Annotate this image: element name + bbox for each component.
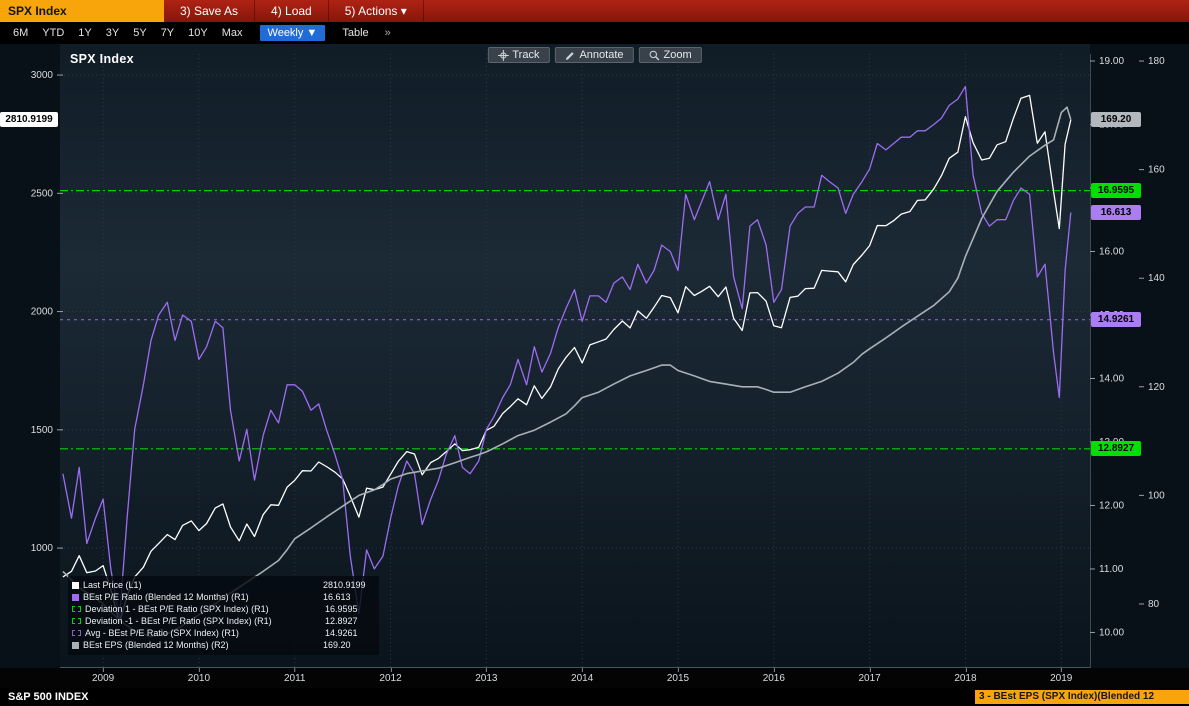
left-axis-tick-label: 1500 <box>31 425 54 436</box>
legend-swatch-best-pe <box>72 593 79 601</box>
r1-axis-tick-label: 14.00 <box>1099 373 1124 384</box>
legend-value: 2810.9199 <box>323 580 366 590</box>
menu-actions[interactable]: 5) Actions ▾ <box>329 0 424 22</box>
status-security-name: S&P 500 INDEX <box>8 691 89 703</box>
legend-swatch-avg-pe <box>72 630 81 636</box>
chart-legend: Last Price (L1) 2810.9199 BEst P/E Ratio… <box>68 576 379 655</box>
r1-axis-tick-label: 16.00 <box>1099 246 1124 257</box>
r1-axis-tick-label: 11.00 <box>1099 564 1124 575</box>
legend-label: BEst P/E Ratio (Blended 12 Months) (R1) <box>83 592 249 602</box>
range-button-7y[interactable]: 7Y <box>160 27 175 39</box>
range-button-10y[interactable]: 10Y <box>188 27 208 39</box>
legend-row-deviation-minus1[interactable]: Deviation -1 - BEst P/E Ratio (SPX Index… <box>72 615 374 627</box>
legend-label: BEst EPS (Blended 12 Months) (R2) <box>83 640 229 650</box>
x-axis-year-label: 2011 <box>283 668 306 684</box>
axis-value-box: 12.8927 <box>1091 441 1141 457</box>
legend-value: 16.613 <box>323 592 351 602</box>
menu-save-as[interactable]: 3) Save As <box>164 0 256 22</box>
r1-axis-tick-label: 12.00 <box>1099 500 1124 511</box>
x-axis-year-label: 2019 <box>1050 668 1073 684</box>
legend-swatch-last-price <box>72 581 79 589</box>
legend-row-deviation-plus1[interactable]: Deviation 1 - BEst P/E Ratio (SPX Index)… <box>72 603 374 615</box>
x-axis-year-label: 2015 <box>666 668 690 684</box>
series-best-pe-ratio <box>62 85 1072 621</box>
legend-label: Deviation 1 - BEst P/E Ratio (SPX Index)… <box>85 604 269 614</box>
legend-value: 169.20 <box>323 640 351 650</box>
chart-title: SPX Index <box>70 52 134 66</box>
x-axis-year-label: 2018 <box>954 668 977 684</box>
legend-label: Last Price (L1) <box>83 580 142 590</box>
legend-swatch-deviation-minus1 <box>72 618 81 624</box>
r1-axis-tick-label: 10.00 <box>1099 627 1124 638</box>
zoom-button-label: Zoom <box>663 49 692 61</box>
x-axis-year-label: 2013 <box>475 668 498 684</box>
r2-axis-tick-label: 100 <box>1148 490 1165 501</box>
plot-background <box>60 44 1090 668</box>
chart-area: 3000250020001500100019.0018.0017.0016.00… <box>0 44 1189 668</box>
ticker-field[interactable]: SPX Index <box>0 0 164 22</box>
window-title-bar: SPX Index 3) Save As 4) Load 5) Actions … <box>0 0 1189 22</box>
legend-row-best-eps[interactable]: BEst EPS (Blended 12 Months) (R2) 169.20 <box>72 639 374 651</box>
menu-load[interactable]: 4) Load <box>255 0 329 22</box>
axis-value-box: 2810.9199 <box>0 112 58 128</box>
status-field-selector[interactable]: 3 - BEst EPS (SPX Index)(Blended 12 <box>975 690 1189 704</box>
r2-axis-tick-label: 180 <box>1148 56 1165 67</box>
x-axis-year-label: 2012 <box>379 668 402 684</box>
table-button[interactable]: Table <box>342 27 369 39</box>
series-last-price <box>62 94 1072 624</box>
x-axis-year-label: 2009 <box>91 668 115 684</box>
track-crosshair-icon <box>497 49 509 61</box>
toolbar-more-button[interactable]: » <box>384 27 391 39</box>
range-button-max[interactable]: Max <box>221 27 243 39</box>
axis-value-box: 16.613 <box>1091 205 1141 221</box>
legend-row-best-pe[interactable]: BEst P/E Ratio (Blended 12 Months) (R1) … <box>72 591 374 603</box>
r2-axis-tick-label: 120 <box>1148 382 1165 393</box>
legend-value: 14.9261 <box>325 628 358 638</box>
legend-value: 16.9595 <box>325 604 358 614</box>
r1-axis-tick-label: 19.00 <box>1099 56 1124 67</box>
axis-value-box: 169.20 <box>1091 112 1141 128</box>
zoom-magnifier-icon <box>649 50 660 60</box>
status-bar: S&P 500 INDEX 3 - BEst EPS (SPX Index)(B… <box>0 688 1189 706</box>
range-button-3y[interactable]: 3Y <box>105 27 120 39</box>
track-button-label: Track <box>512 49 540 61</box>
range-toolbar: 6M YTD 1Y 3Y 5Y 7Y 10Y Max Weekly ▼ Tabl… <box>0 22 1189 44</box>
range-button-1y[interactable]: 1Y <box>78 27 92 39</box>
range-button-5y[interactable]: 5Y <box>133 27 147 39</box>
legend-label: Avg - BEst P/E Ratio (SPX Index) (R1) <box>85 628 239 638</box>
x-axis-band: 2009 2010 2011 2012 2013 2014 2015 2016 2017 2018… <box>0 668 1189 688</box>
annotate-button-label: Annotate <box>579 49 624 61</box>
track-button[interactable]: Track <box>487 47 550 63</box>
axis-value-box: 14.9261 <box>1091 312 1141 328</box>
r2-axis-tick-label: 160 <box>1148 165 1165 176</box>
left-axis-tick-label: 2000 <box>31 307 54 318</box>
chart-canvas[interactable]: 3000250020001500100019.0018.0017.0016.00… <box>0 44 1189 668</box>
x-axis-year-label: 2014 <box>571 668 594 684</box>
period-selector-weekly[interactable]: Weekly ▼ <box>259 25 326 41</box>
legend-label: Deviation -1 - BEst P/E Ratio (SPX Index… <box>85 616 272 626</box>
legend-row-avg-pe[interactable]: Avg - BEst P/E Ratio (SPX Index) (R1) 14… <box>72 627 374 639</box>
annotate-button[interactable]: Annotate <box>554 47 634 63</box>
left-axis-tick-label: 2500 <box>31 188 54 199</box>
x-axis-year-label: 2017 <box>858 668 881 684</box>
legend-swatch-deviation-plus1 <box>72 606 81 612</box>
chart-tools: Track Annotate Zoom <box>487 47 702 63</box>
x-axis-year-label: 2016 <box>762 668 785 684</box>
x-axis-year-label: 2010 <box>187 668 211 684</box>
legend-value: 12.8927 <box>325 616 358 626</box>
left-axis-tick-label: 3000 <box>31 70 54 81</box>
axis-value-box: 16.9595 <box>1091 183 1141 199</box>
r2-axis-tick-label: 140 <box>1148 273 1165 284</box>
range-button-ytd[interactable]: YTD <box>42 27 65 39</box>
legend-swatch-best-eps <box>72 641 79 649</box>
left-axis-tick-label: 1000 <box>31 543 54 554</box>
zoom-button[interactable]: Zoom <box>638 47 702 63</box>
r2-axis-tick-label: 80 <box>1148 599 1160 610</box>
legend-row-last-price[interactable]: Last Price (L1) 2810.9199 <box>72 579 374 591</box>
range-button-6m[interactable]: 6M <box>13 27 29 39</box>
annotate-pencil-icon <box>565 51 574 60</box>
